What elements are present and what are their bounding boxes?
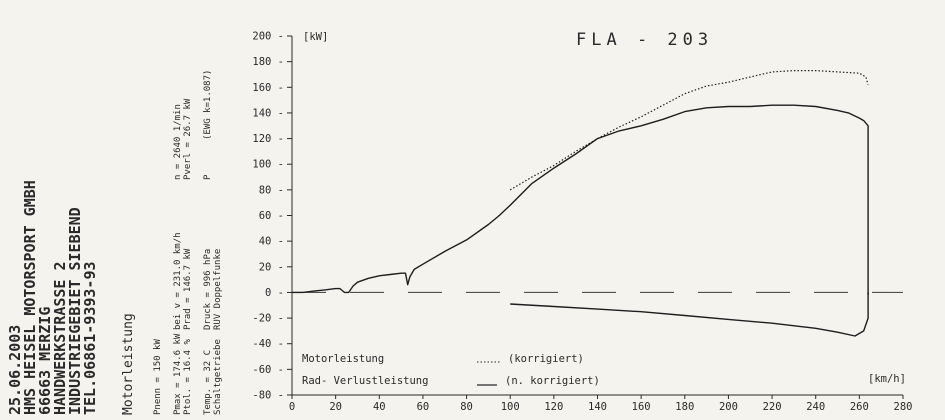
x-unit-label: [km/h]: [868, 373, 906, 385]
report-date: 25.06.2003: [6, 325, 24, 415]
company-city: 66663 MERZIG: [36, 307, 54, 415]
pmax-value: Pmax = 174.6 kW: [173, 333, 183, 415]
legend-note-loss: (n. korrigiert): [505, 375, 600, 387]
legend-label-motor: Motorleistung: [302, 353, 384, 365]
y-tick-label: 0 -: [265, 287, 284, 299]
side-panel: 25.06.2003 HMS HEISEL MOTORSPORT GMBH 66…: [6, 70, 223, 415]
x-tick-label: 20: [329, 401, 342, 413]
x-tick-label: 260: [850, 401, 869, 413]
y-tick-label: 140 -: [252, 107, 284, 119]
axes: 200 -180 -160 -140 -120 -100 -80 -60 -40…: [252, 31, 912, 414]
x-tick-label: 100: [501, 401, 520, 413]
series-line-wheel_power: [292, 104, 869, 295]
y-tick-label: -80 -: [252, 390, 284, 402]
y-tick-label: -60 -: [252, 364, 284, 376]
pnenn-value: Pnenn = 150 kW: [153, 339, 163, 415]
y-tick-label: 180 -: [252, 56, 284, 68]
bei-v-value: bei v = 231.0 km/h: [173, 232, 183, 330]
y-tick-label: 120 -: [252, 133, 284, 145]
report-subtitle: Motorleistung: [121, 313, 136, 415]
y-tick-label: 100 -: [252, 159, 284, 171]
x-tick-label: 60: [417, 401, 430, 413]
x-tick-label: 40: [373, 401, 386, 413]
series-line-motor_corrected: [509, 70, 869, 191]
x-tick-label: 80: [460, 401, 473, 413]
y-tick-label: 40 -: [259, 236, 284, 248]
company-district: INDUSTRIEGEBIET SIEBEND: [66, 207, 84, 415]
y-tick-label: 160 -: [252, 82, 284, 94]
series-line-loss_power: [510, 292, 869, 337]
ruv-value: RUV Doppelfunke: [213, 249, 223, 330]
y-tick-label: 80 -: [259, 184, 284, 196]
legend-label-loss: Rad- Verlustleistung: [302, 375, 428, 387]
legend: Motorleistung (korrigiert) Rad- Verlustl…: [302, 353, 600, 387]
temp-value: Temp. = 32 C: [203, 350, 213, 415]
y-tick-label: 200 -: [252, 31, 284, 43]
legend-note-motor: (korrigiert): [508, 353, 584, 365]
druck-value: Druck = 996 hPa: [203, 249, 213, 330]
p-label: P: [203, 174, 213, 180]
x-tick-label: 240: [806, 401, 825, 413]
x-tick-label: 0: [289, 401, 295, 413]
x-tick-label: 180: [675, 401, 694, 413]
pverl-value: Pverl = 26.7 kW: [183, 98, 193, 180]
gearbox-value: Schaltgetriebe: [213, 339, 223, 415]
x-tick-label: 220: [763, 401, 782, 413]
series-layer: [292, 70, 869, 337]
y-tick-label: 60 -: [259, 210, 284, 222]
rpm-value: n = 2640 1/min: [173, 104, 183, 180]
x-tick-label: 200: [719, 401, 738, 413]
y-unit-label: [kW]: [303, 31, 328, 43]
y-tick-label: -20 -: [252, 313, 284, 325]
company-name: HMS HEISEL MOTORSPORT GMBH: [21, 180, 39, 415]
x-tick-label: 160: [632, 401, 651, 413]
chart-title: FLA - 203: [576, 30, 713, 50]
x-tick-label: 140: [588, 401, 607, 413]
ptol-value: Ptol. = 16.4 %: [183, 339, 193, 415]
x-tick-label: 280: [894, 401, 913, 413]
y-tick-label: -40 -: [252, 338, 284, 350]
prad-value: Prad = 146.7 kW: [183, 248, 193, 330]
company-street: HANDWERKSTRASSE 2: [51, 261, 69, 415]
ewg-value: (EWG k=1.087): [203, 70, 213, 140]
x-tick-label: 120: [544, 401, 563, 413]
y-tick-label: 20 -: [259, 261, 284, 273]
company-phone: TEL.06861-9393-93: [81, 261, 99, 415]
